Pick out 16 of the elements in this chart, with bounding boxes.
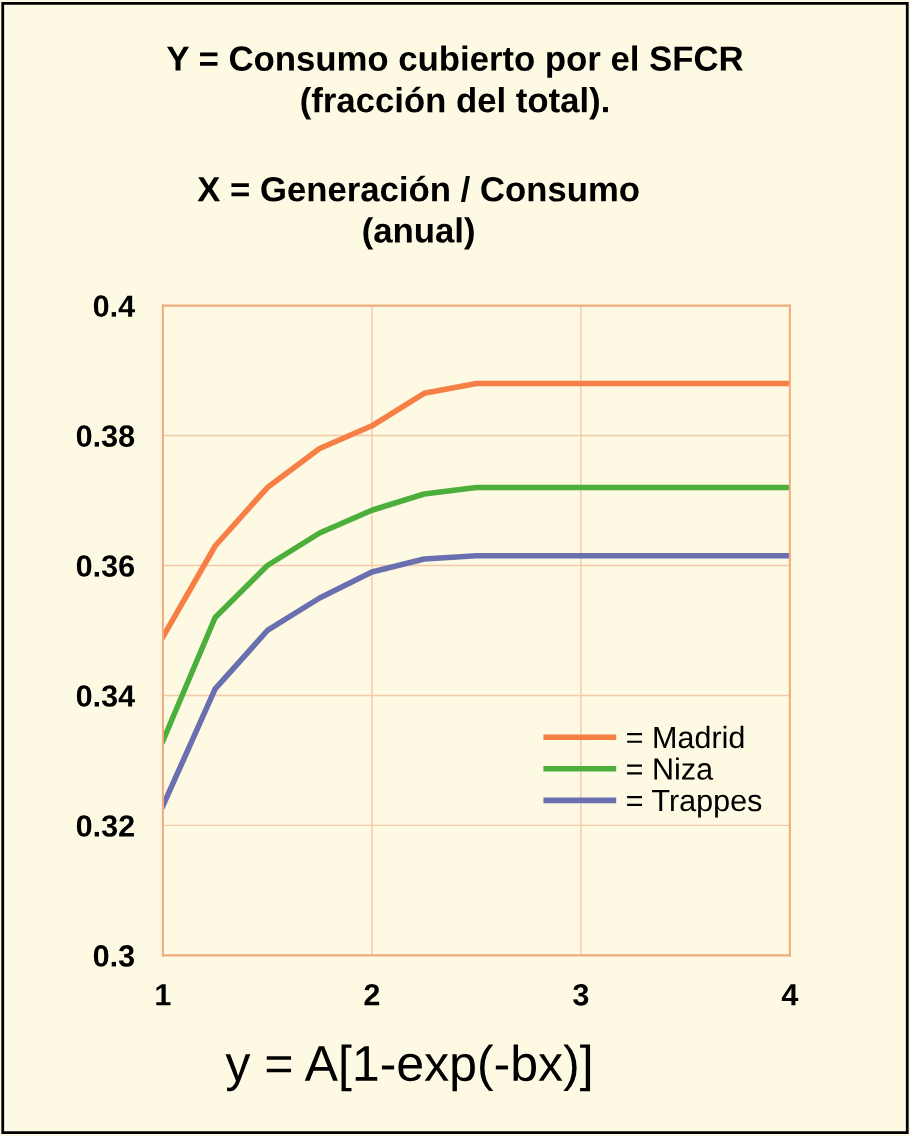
- chart-title: Y = Consumo cubierto por el SFCR (fracción del total).: [167, 45, 743, 120]
- legend-label: = Trappes: [627, 790, 762, 818]
- x-tick-label: 2: [364, 983, 380, 1006]
- x-tick-label: 4: [781, 984, 799, 1006]
- legend-label: = Niza: [627, 757, 714, 780]
- chart-subtitle: X = Generación / Consumo (anual): [197, 175, 639, 250]
- text: y = A[1-exp(-bx)]: [225, 1044, 591, 1092]
- y-tick-label: 0.3: [93, 945, 135, 967]
- y-tick-label: 0.36: [76, 555, 135, 577]
- x-tick-label: 1: [156, 984, 171, 1006]
- y-tick-label: 0.32: [76, 815, 134, 837]
- y-tick-label: 0.4: [93, 295, 135, 317]
- legend-label: = Madrid: [627, 725, 744, 749]
- x-tick-label: 3: [573, 983, 589, 1006]
- y-tick-label: 0.38: [76, 425, 135, 447]
- y-tick-label: 0.34: [76, 685, 135, 707]
